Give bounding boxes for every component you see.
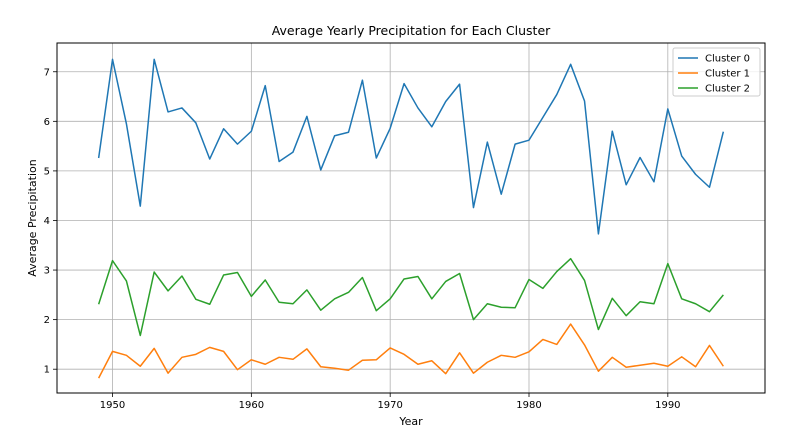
x-tick-label: 1970 xyxy=(377,400,402,411)
series-line-cluster-1 xyxy=(97,323,724,379)
legend: Cluster 0 Cluster 1 Cluster 2 xyxy=(672,47,761,97)
legend-box xyxy=(672,47,761,97)
x-tick-label: 1980 xyxy=(516,400,541,411)
y-tick-label: 3 xyxy=(44,266,50,277)
legend-label: Cluster 1 xyxy=(705,69,750,80)
plot-area xyxy=(57,43,765,393)
series-line-cluster-0 xyxy=(97,58,725,235)
y-tick-label: 6 xyxy=(44,117,50,128)
series-line-cluster-2 xyxy=(97,257,724,337)
grid-lines xyxy=(57,43,765,393)
y-tick-label: 5 xyxy=(44,166,50,177)
axis-ticks: 1950 1960 1970 1980 1990 1 2 3 4 5 6 7 xyxy=(44,67,681,411)
series-lines xyxy=(97,58,725,379)
y-tick-label: 7 xyxy=(44,67,50,78)
y-tick-label: 1 xyxy=(44,365,50,376)
x-tick-label: 1960 xyxy=(239,400,264,411)
chart-title: Average Yearly Precipitation for Each Cl… xyxy=(272,23,551,38)
x-axis-title: Year xyxy=(398,415,423,428)
plot-frame xyxy=(56,42,766,394)
y-axis-title: Average Precipitation xyxy=(26,159,39,276)
legend-label: Cluster 2 xyxy=(705,84,750,95)
x-tick-label: 1950 xyxy=(100,400,125,411)
legend-label: Cluster 0 xyxy=(705,54,750,65)
x-tick-label: 1990 xyxy=(655,400,680,411)
y-tick-label: 4 xyxy=(44,216,50,227)
y-tick-label: 2 xyxy=(44,315,50,326)
